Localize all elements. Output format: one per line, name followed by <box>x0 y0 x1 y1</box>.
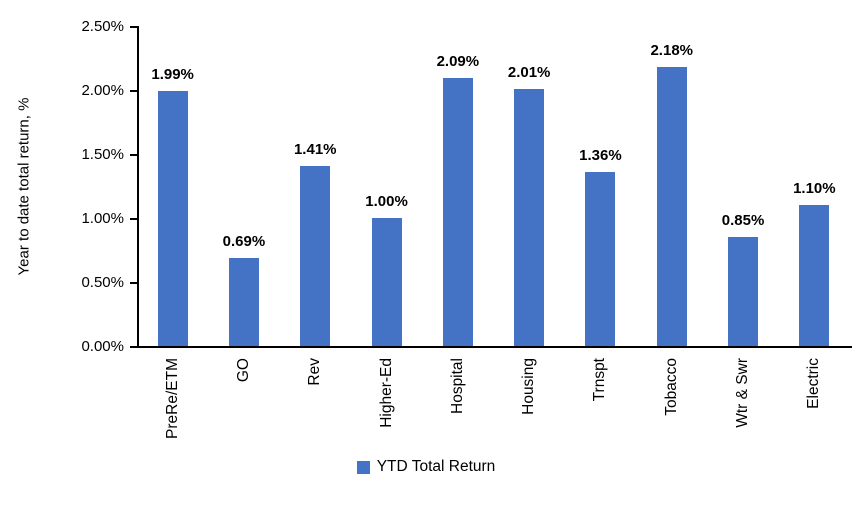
bar-go <box>228 257 259 346</box>
category-label: Rev <box>306 358 324 386</box>
y-tick-label: 1.00% <box>81 210 124 227</box>
category-label: Wtr & Swr <box>734 358 752 428</box>
value-label: 0.69% <box>222 232 266 250</box>
category-label: PreRe/ETM <box>163 358 181 439</box>
legend: YTD Total Return <box>0 458 852 476</box>
bar-housing <box>514 88 545 346</box>
bar-higher-ed <box>371 218 402 346</box>
y-tick-mark <box>130 154 137 156</box>
bar-prere-etm <box>157 91 188 346</box>
value-label: 1.41% <box>293 140 337 158</box>
y-tick-mark <box>130 346 137 348</box>
category-label: Higher-Ed <box>377 358 395 428</box>
y-tick-mark <box>130 90 137 92</box>
value-label: 1.99% <box>151 66 194 84</box>
category-label: GO <box>234 358 252 383</box>
bar-rev <box>300 165 331 346</box>
y-tick-mark <box>130 282 137 284</box>
bar-hospital <box>442 78 473 346</box>
value-label: 1.10% <box>793 180 836 198</box>
bar-trnspt <box>585 171 616 346</box>
value-label: 0.85% <box>721 212 765 230</box>
y-tick-mark <box>130 218 137 220</box>
bar-electric <box>799 205 830 346</box>
value-label: 1.00% <box>365 193 408 210</box>
y-tick-mark <box>130 26 137 28</box>
y-tick-label: 2.00% <box>81 82 124 99</box>
value-label: 2.01% <box>507 63 551 81</box>
y-tick-label: 2.50% <box>81 18 124 35</box>
y-tick-label: 0.50% <box>81 274 124 291</box>
x-axis-line <box>137 346 852 348</box>
category-label: Hospital <box>448 358 466 414</box>
value-label: 2.18% <box>650 41 694 59</box>
bar-wtr-swr <box>728 237 759 346</box>
y-tick-label: 0.00% <box>81 338 124 355</box>
legend-swatch-icon <box>356 460 370 474</box>
category-label: Electric <box>805 358 823 409</box>
value-label: 2.09% <box>436 53 480 71</box>
category-label: Trnspt <box>591 358 609 402</box>
y-tick-label: 1.50% <box>81 146 124 163</box>
y-axis-line <box>137 26 139 348</box>
category-label: Housing <box>520 358 538 415</box>
legend-label: YTD Total Return <box>376 458 496 475</box>
category-label: Tobacco <box>662 358 680 416</box>
bar-tobacco <box>656 66 687 346</box>
value-label: 1.36% <box>579 146 622 164</box>
y-axis-title: Year to date total return, % <box>15 97 33 276</box>
